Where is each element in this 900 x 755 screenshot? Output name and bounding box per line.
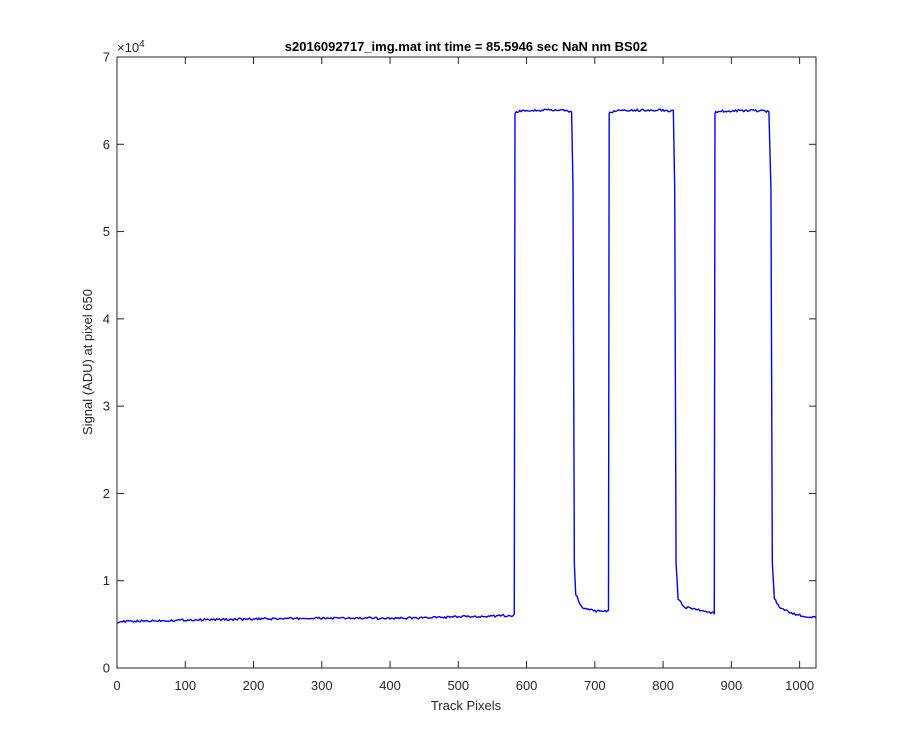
- y-tick-label: 4: [103, 311, 110, 326]
- x-tick-label: 900: [721, 678, 743, 693]
- chart-title: s2016092717_img.mat int time = 85.5946 s…: [285, 39, 647, 54]
- x-tick-label: 700: [584, 678, 606, 693]
- axis-ticks: 0 100 200 300 400 500 600 700 800 900 1000 0 1 2 3 4 5 6 7: [103, 50, 816, 693]
- y-exponent-base: ×10: [117, 40, 139, 55]
- x-tick-label: 1000: [785, 678, 814, 693]
- series-layer: [116, 108, 817, 624]
- x-tick-label: 0: [113, 678, 120, 693]
- y-tick-label: 3: [103, 399, 110, 414]
- signal-series-line: [116, 108, 817, 624]
- y-axis-label: Signal (ADU) at pixel 650: [80, 289, 95, 435]
- x-tick-label: 800: [652, 678, 674, 693]
- x-axis-label: Track Pixels: [431, 698, 502, 713]
- y-tick-label: 6: [103, 137, 110, 152]
- y-tick-label: 1: [103, 573, 110, 588]
- y-tick-label: 5: [103, 224, 110, 239]
- plot-frame: [116, 56, 817, 669]
- x-tick-label: 100: [174, 678, 196, 693]
- y-tick-label: 7: [103, 50, 110, 65]
- plot-area: [117, 57, 816, 668]
- x-tick-label: 400: [379, 678, 401, 693]
- y-tick-label: 2: [103, 486, 110, 501]
- y-tick-label: 0: [103, 661, 110, 676]
- x-tick-label: 600: [516, 678, 538, 693]
- x-tick-label: 500: [447, 678, 469, 693]
- y-exponent-label: ×104: [117, 39, 145, 55]
- y-exponent-power: 4: [139, 39, 145, 50]
- x-tick-label: 300: [311, 678, 333, 693]
- x-tick-label: 200: [243, 678, 265, 693]
